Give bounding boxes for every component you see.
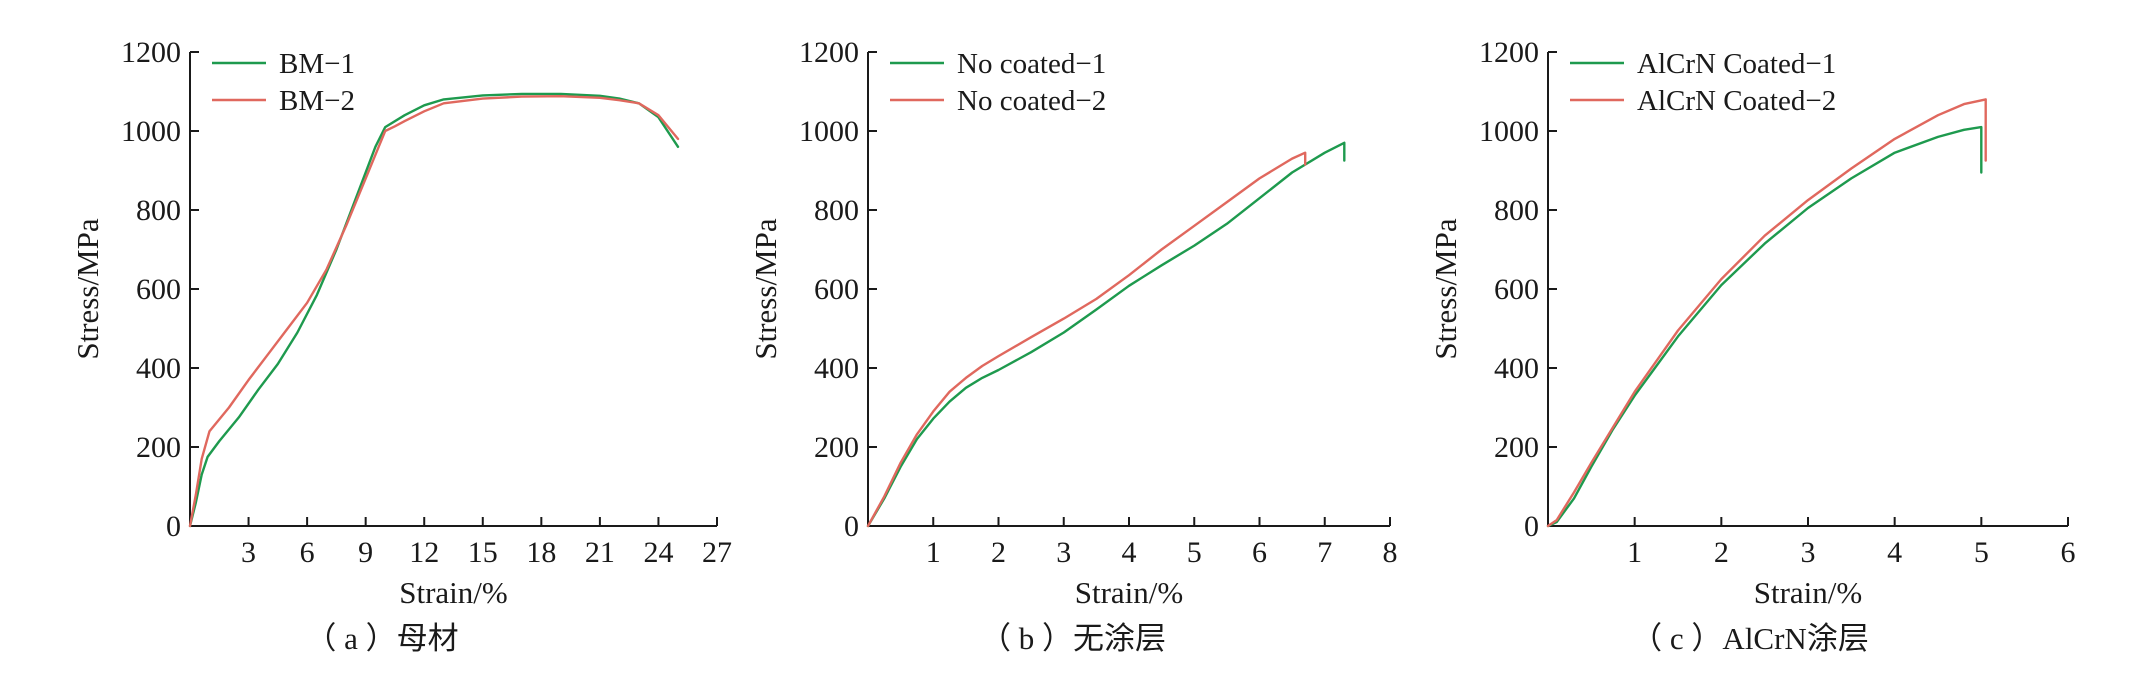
x-tick-label: 3 [1801, 536, 1816, 569]
series-line-2 [1546, 98, 1987, 528]
y-tick-label: 1000 [1479, 115, 1539, 148]
y-tick-label: 1200 [121, 36, 181, 69]
y-tick-label: 200 [1494, 431, 1539, 464]
legend-label: AlCrN Coated−2 [1637, 85, 1836, 117]
series-line-1 [866, 141, 1346, 528]
chart-panel-1: 0 200 400 600 800 1000 1200 3 6 9 12 15 18 21 24 27 Stra… [70, 36, 732, 656]
x-tick-label: 27 [702, 536, 732, 569]
legend: AlCrN Coated−1 AlCrN Coated−2 [1570, 48, 1836, 117]
panel-caption: （ c ）AlCrN涂层 [1631, 621, 1869, 656]
y-tick-label: 1000 [121, 115, 181, 148]
legend-label: No coated−2 [957, 85, 1106, 117]
y-tick-label: 400 [136, 352, 181, 385]
y-tick-label: 600 [1494, 273, 1539, 306]
series-line-1 [1546, 125, 1983, 528]
chart-panel-3: 0 200 400 600 800 1000 1200 1 2 3 4 5 6 Strain/% Stres… [1428, 36, 2076, 656]
y-tick-label: 800 [1494, 194, 1539, 227]
x-tick-label: 2 [991, 536, 1006, 569]
x-tick-label: 15 [468, 536, 498, 569]
y-tick-label: 200 [136, 431, 181, 464]
x-tick-label: 8 [1383, 536, 1398, 569]
x-tick-label: 12 [409, 536, 439, 569]
legend: BM−1 BM−2 [212, 48, 355, 117]
series-line-1 [188, 92, 680, 528]
x-tick-label: 6 [1252, 536, 1267, 569]
x-tick-label: 24 [643, 536, 673, 569]
y-tick-label: 1200 [799, 36, 859, 69]
x-tick-label: 5 [1974, 536, 1989, 569]
y-axis-title: Stress/MPa [1428, 218, 1463, 359]
y-tick-label: 1200 [1479, 36, 1539, 69]
panel-caption: （ b ）无涂层 [980, 621, 1166, 656]
y-tick-label: 200 [814, 431, 859, 464]
legend: No coated−1 No coated−2 [890, 48, 1106, 117]
y-tick-label: 800 [814, 194, 859, 227]
y-tick-label: 600 [814, 273, 859, 306]
legend-label: BM−2 [279, 85, 355, 117]
x-tick-label: 7 [1317, 536, 1332, 569]
series-line-2 [866, 151, 1307, 528]
x-tick-label: 5 [1187, 536, 1202, 569]
x-axis-title: Strain/% [1754, 575, 1863, 610]
x-tick-label: 4 [1122, 536, 1137, 569]
x-axis-title: Strain/% [1075, 575, 1184, 610]
x-tick-label: 9 [358, 536, 373, 569]
panel-caption: （ a ）母材 [305, 621, 458, 656]
x-tick-label: 3 [241, 536, 256, 569]
y-axis-title: Stress/MPa [70, 218, 105, 359]
y-tick-label: 400 [1494, 352, 1539, 385]
y-tick-label: 0 [844, 510, 859, 543]
legend-label: BM−1 [279, 48, 355, 80]
x-tick-label: 2 [1714, 536, 1729, 569]
series-line-2 [188, 95, 680, 528]
y-tick-label: 800 [136, 194, 181, 227]
x-tick-label: 6 [2061, 536, 2076, 569]
x-tick-label: 4 [1887, 536, 1902, 569]
y-tick-label: 0 [166, 510, 181, 543]
y-tick-label: 400 [814, 352, 859, 385]
legend-label: No coated−1 [957, 48, 1106, 80]
y-tick-label: 600 [136, 273, 181, 306]
x-tick-label: 1 [1627, 536, 1642, 569]
x-tick-label: 6 [300, 536, 315, 569]
y-tick-label: 1000 [799, 115, 859, 148]
x-tick-label: 1 [926, 536, 941, 569]
x-axis-title: Strain/% [399, 575, 508, 610]
legend-label: AlCrN Coated−1 [1637, 48, 1836, 80]
chart-panel-2: 0 200 400 600 800 1000 1200 1 2 3 4 5 6 7 8 Strain/% Str… [748, 36, 1398, 656]
x-tick-label: 3 [1056, 536, 1071, 569]
y-tick-label: 0 [1524, 510, 1539, 543]
x-tick-label: 18 [526, 536, 556, 569]
y-axis-title: Stress/MPa [748, 218, 783, 359]
x-tick-label: 21 [585, 536, 615, 569]
